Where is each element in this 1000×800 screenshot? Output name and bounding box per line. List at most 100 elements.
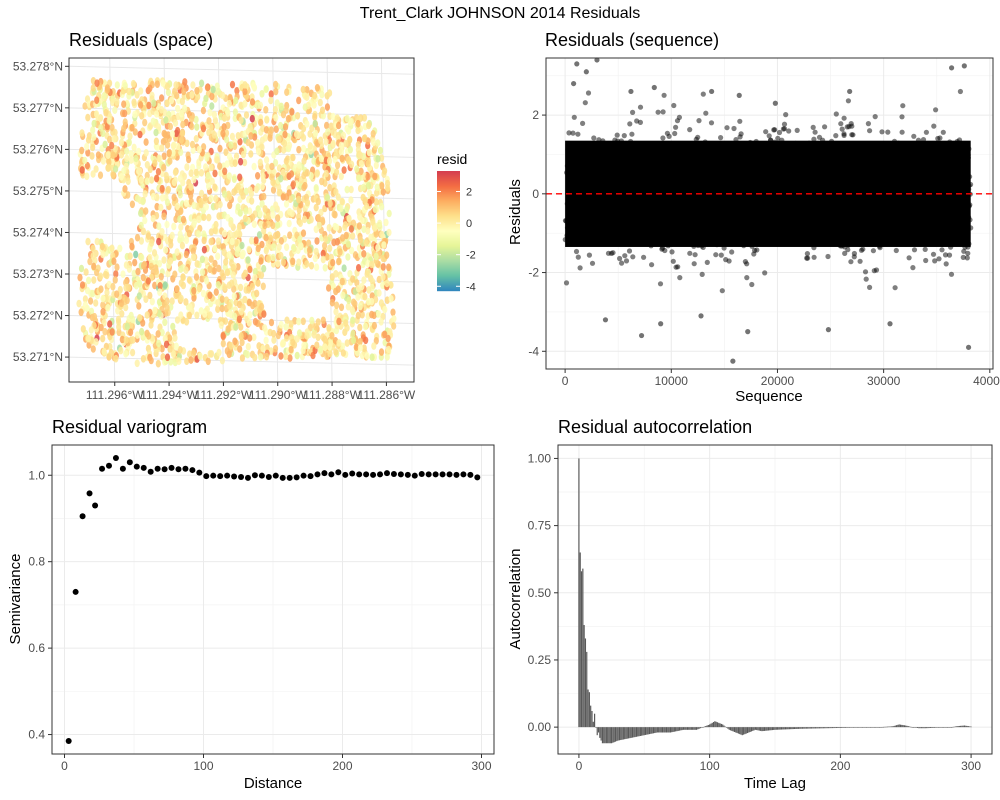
variogram-point [307,473,314,480]
space-point [364,270,370,278]
space-point [227,201,233,210]
space-point [191,201,197,210]
space-point [102,140,108,149]
space-point [368,233,374,242]
acf-bar [787,727,789,730]
space-point [258,353,264,361]
space-point [328,122,334,131]
variogram-point [363,471,370,478]
space-point [114,98,120,106]
space-point [170,322,176,331]
space-point [280,339,286,348]
space-point [212,226,218,235]
space-point [245,350,251,359]
space-point [357,151,363,159]
variogram-point [370,471,377,478]
acf-bar [677,727,679,731]
space-point [175,104,181,113]
sequence-point [841,132,847,138]
space-point [82,295,88,303]
sequence-point [627,121,633,127]
acf-bar [609,727,611,744]
acf-x-tick-label: 0 [576,759,583,773]
space-point [91,312,98,321]
space-point [348,185,354,194]
sequence-point [862,269,869,275]
space-point [142,118,148,127]
space-point [369,310,375,319]
acf-y-tick-label: 0.25 [528,653,552,667]
legend-colorbar-slice [437,199,460,201]
space-point [124,296,130,305]
acf-bar [882,726,885,728]
acf-bar [762,727,764,732]
space-point [118,173,124,181]
sequence-x-tick-label: 10000 [655,374,689,388]
acf-bar [709,724,711,728]
variogram-point [244,474,251,481]
space-point [148,356,154,365]
space-point [224,268,231,277]
space-point [193,168,199,177]
sequence-point [641,254,647,260]
legend-colorbar-slice [437,238,460,240]
space-point [275,259,281,268]
legend-colorbar-slice [437,252,460,254]
space-point [327,244,333,253]
acf-bar [616,727,618,742]
space-point [140,319,146,327]
space-point [145,232,152,240]
space-point [167,345,173,353]
sequence-point [867,128,873,134]
sequence-point [911,133,917,139]
space-point [156,222,162,230]
legend-colorbar-slice [437,189,460,191]
space-point [78,264,85,273]
space-point [143,295,149,304]
legend-colorbar-slice [437,232,460,234]
sequence-point [566,130,572,136]
acf-bar [635,727,638,737]
space-point [296,145,302,154]
variogram-point [335,469,342,476]
space-point [339,154,345,163]
space-point [249,114,255,123]
acf-bar [923,727,925,729]
space-point [211,131,218,139]
space-point [212,259,218,268]
space-point [346,214,352,223]
legend-colorbar-slice [437,178,460,180]
sequence-point [718,252,724,258]
sequence-outlier-point [583,69,589,75]
space-point [245,138,251,147]
acf-bar [770,727,772,731]
sequence-point [893,247,899,254]
acf-bar [828,727,830,729]
sequence-point [811,254,817,260]
space-point [229,279,235,288]
space-point [295,112,301,120]
acf-bar [621,727,623,740]
acf-bar [731,727,733,731]
space-point [216,348,222,357]
space-point [291,243,297,252]
space-point [300,134,307,142]
sequence-point [687,250,693,256]
space-point [105,151,111,159]
space-point [114,81,120,89]
space-point [172,270,178,279]
space-point [294,351,300,360]
space-point [143,138,149,146]
space-point [350,232,356,240]
acf-bar [817,727,819,729]
space-point [248,150,254,158]
acf-bar [786,727,788,730]
space-point [174,248,180,256]
space-point [226,99,232,108]
space-y-tick-label: 53.278°N [13,59,63,73]
space-point [232,337,238,346]
space-point [320,255,326,264]
space-point [350,275,356,283]
space-point [165,185,171,194]
acf-bar [733,727,736,732]
